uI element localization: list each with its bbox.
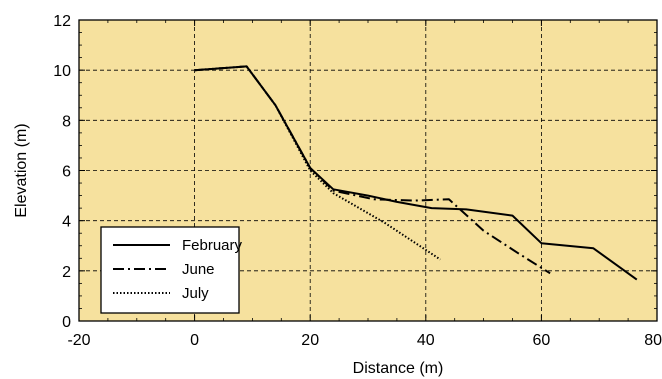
x-tick-label: 80 xyxy=(644,332,662,349)
series-line-july xyxy=(194,65,441,261)
y-gridlines xyxy=(79,69,657,272)
x-tick-labels: -20 0 20 40 60 80 xyxy=(67,332,662,349)
y-axis-title: Elevation (m) xyxy=(13,123,30,217)
x-axis-title: Distance (m) xyxy=(353,360,444,377)
legend-label-february: February xyxy=(182,237,243,254)
y-tick-labels: 0 2 4 6 8 10 12 xyxy=(53,13,71,331)
y-tick-label: 4 xyxy=(62,214,71,231)
x-tick-label: 20 xyxy=(301,332,319,349)
x-tick-label: 0 xyxy=(190,332,199,349)
y-tick-label: 2 xyxy=(62,264,71,281)
y-tick-label: 12 xyxy=(53,13,71,30)
axis-ticks xyxy=(78,19,658,322)
y-tick-label: 8 xyxy=(62,113,71,130)
x-tick-label: 60 xyxy=(533,332,551,349)
x-tick-label: -20 xyxy=(67,332,90,349)
x-tick-label: 40 xyxy=(417,332,435,349)
series-lines xyxy=(194,65,638,281)
legend: February June July xyxy=(100,226,243,314)
legend-label-july: July xyxy=(182,285,209,302)
y-tick-label: 0 xyxy=(62,314,71,331)
legend-label-june: June xyxy=(182,261,215,278)
y-tick-label: 10 xyxy=(53,63,71,80)
y-tick-label: 6 xyxy=(62,164,71,181)
